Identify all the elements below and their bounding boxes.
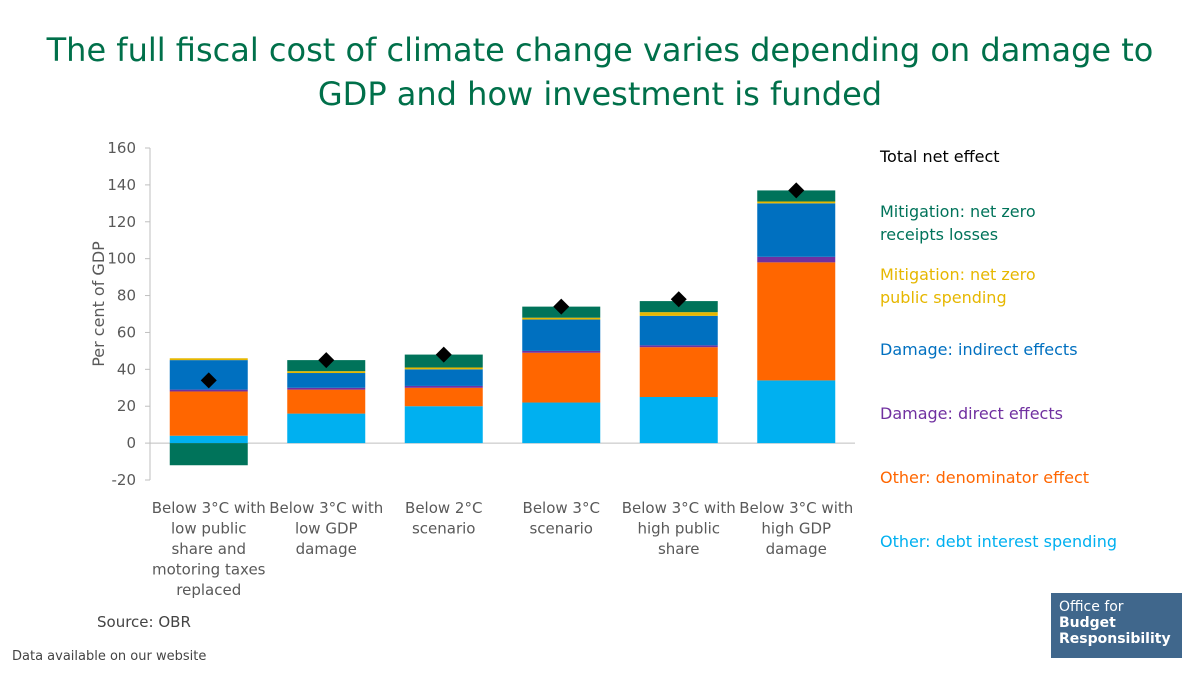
y-tick-label: 140 [107, 176, 136, 194]
logo-line-1: Office for [1059, 599, 1124, 615]
y-axis-label: Per cent of GDP [89, 241, 108, 367]
y-tick-label: 20 [117, 397, 136, 415]
bar-segment [287, 387, 366, 390]
bar-segment [639, 397, 718, 444]
bar-segment [169, 358, 248, 361]
bar-segment [287, 389, 366, 414]
y-tick-label: 120 [107, 213, 136, 231]
legend-item-label: Other: debt interest spending [880, 532, 1117, 551]
legend-item: Damage: direct effects [880, 402, 1180, 425]
legend-item-label: Damage: indirect effects [880, 340, 1078, 359]
bar-segment [639, 347, 718, 397]
website-note[interactable]: Data available on our website [12, 649, 207, 664]
x-category-label: Below 2°C scenario [405, 499, 482, 538]
legend-item: Other: denominator effect [880, 466, 1180, 489]
y-tick-label: -20 [112, 471, 137, 489]
bar-segment [757, 201, 836, 204]
bar-segment [169, 443, 248, 466]
legend-item-label: public spending [880, 288, 1007, 307]
bar-segment [757, 380, 836, 444]
bar-segment [757, 262, 836, 381]
legend-item: Other: debt interest spending [880, 530, 1180, 553]
bar-segment [522, 402, 601, 444]
bar-segment [522, 317, 601, 320]
y-tick-label: 40 [117, 360, 136, 378]
bar-segment [639, 345, 718, 348]
bar-segment [404, 406, 483, 444]
total-net-effect-marker [200, 372, 217, 389]
x-category-label: Below 3°C with high GDP damage [739, 499, 853, 558]
bar-segment [522, 319, 601, 351]
legend-item: Mitigation: net zero receipts losses [880, 200, 1180, 246]
total-net-effect-marker [670, 291, 687, 308]
total-net-effect-marker [435, 346, 452, 363]
legend-item: Total net effect [880, 145, 1180, 168]
bar-segment [169, 389, 248, 392]
bar-segment [522, 352, 601, 403]
bar-segment [404, 385, 483, 388]
y-tick-label: 0 [126, 434, 136, 452]
y-tick-label: 60 [117, 323, 136, 341]
legend-item: Mitigation: net zero public spending [880, 263, 1180, 309]
bar-segment [404, 387, 483, 407]
chart-title: The full fiscal cost of climate change v… [46, 31, 1154, 113]
legend-item-label: Damage: direct effects [880, 404, 1063, 423]
x-category-label: Below 3°C scenario [523, 499, 600, 538]
bar-segment [287, 373, 366, 388]
logo-line-2: Budget [1059, 615, 1116, 631]
legend-item-label: Mitigation: net zero [880, 265, 1036, 284]
bar-segment [522, 350, 601, 353]
bar-segment [757, 256, 836, 263]
legend-item-label: Mitigation: net zero [880, 202, 1036, 221]
bar-segment [404, 367, 483, 370]
bar-segment [169, 391, 248, 436]
legend-item-label: receipts losses [880, 225, 999, 244]
logo-line-3: Responsibility [1059, 631, 1171, 647]
bar-segment [639, 315, 718, 346]
y-tick-label: 160 [107, 139, 136, 157]
x-category-label: Below 3°C with high public share [622, 499, 736, 558]
bar-segment [404, 369, 483, 386]
legend-item: Damage: indirect effects [880, 338, 1180, 361]
obr-logo: Office for Budget Responsibility [1051, 593, 1182, 658]
y-tick-label: 80 [117, 287, 136, 305]
legend-item-label: Total net effect [880, 147, 1000, 166]
bar-segment [287, 371, 366, 374]
bar-segment [287, 413, 366, 444]
source-note: Source: OBR [97, 613, 191, 631]
bar-segment [757, 203, 836, 257]
bar-segment [169, 435, 248, 444]
total-net-effect-marker [318, 352, 335, 369]
legend-item-label: Other: denominator effect [880, 468, 1090, 487]
total-net-effect-marker [553, 298, 570, 315]
total-net-effect-marker [788, 182, 805, 199]
bar-segment [639, 312, 718, 316]
x-category-label: Below 3°C with low public share and motorin… [152, 499, 266, 599]
x-category-label: Below 3°C with low GDP damage [269, 499, 383, 558]
y-tick-label: 100 [107, 250, 136, 268]
